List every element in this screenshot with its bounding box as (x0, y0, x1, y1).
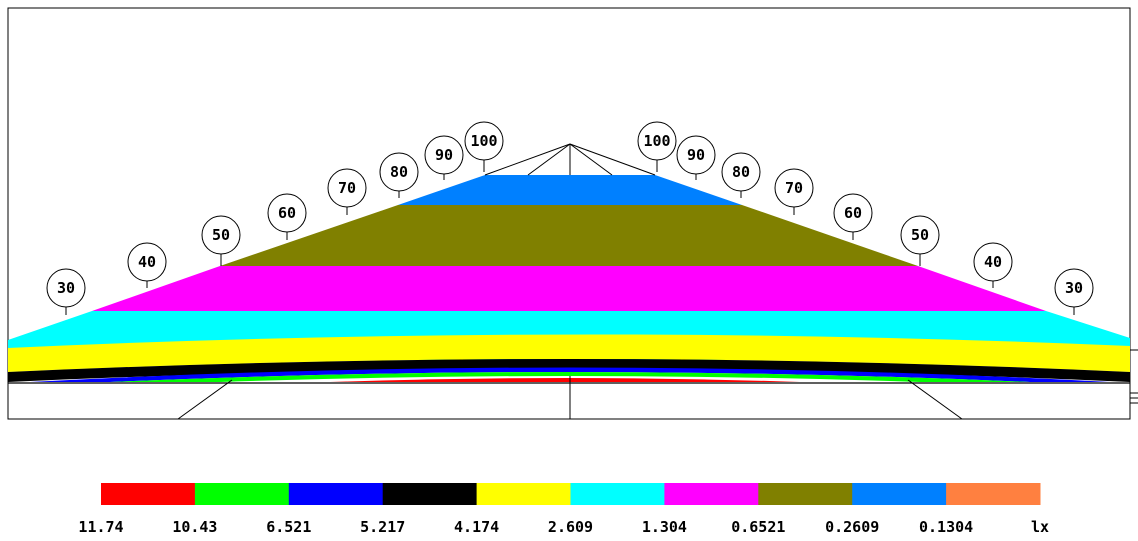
band-blue (30, 367, 1110, 382)
legend-value: 5.217 (360, 518, 405, 536)
position-label-left-7: 100 (464, 121, 504, 172)
band-green (110, 372, 1030, 382)
legend-swatch (570, 483, 665, 505)
position-label-right-6: 40 (973, 242, 1013, 288)
apex-structure (484, 143, 656, 176)
band-black (8, 359, 1130, 382)
position-label-text: 50 (911, 226, 929, 244)
legend-swatch (382, 483, 478, 505)
position-label-text: 30 (57, 279, 75, 297)
legend-value: 10.43 (172, 518, 217, 536)
position-label-left-3: 60 (267, 193, 307, 240)
legend-value: 0.2609 (825, 518, 879, 536)
band-olive (220, 205, 918, 266)
position-label-text: 90 (435, 146, 453, 164)
position-label-left-5: 80 (379, 152, 419, 198)
legend-value: 0.6521 (731, 518, 785, 536)
position-label-text: 40 (984, 253, 1002, 271)
position-label-text: 60 (844, 204, 862, 222)
band-lightblue (398, 175, 742, 205)
support-structure (177, 376, 963, 420)
position-label-left-1: 40 (127, 242, 167, 288)
legend-swatch (101, 483, 196, 505)
position-label-text: 30 (1065, 279, 1083, 297)
position-label-text: 90 (687, 146, 705, 164)
legend-unit: lx (1031, 518, 1049, 536)
legend-value: 4.174 (454, 518, 499, 536)
right-ticks (1130, 349, 1138, 404)
legend-value: 1.304 (642, 518, 687, 536)
position-label-left-0: 30 (46, 268, 86, 315)
position-label-text: 60 (278, 204, 296, 222)
legend-value: 0.1304 (919, 518, 973, 536)
position-label-text: 80 (390, 163, 408, 181)
position-label-right-4: 60 (833, 193, 873, 240)
position-label-text: 40 (138, 253, 156, 271)
band-yellow (8, 334, 1130, 372)
legend-swatch (852, 483, 947, 505)
position-label-right-0: 100 (637, 121, 677, 172)
diagram-frame (7, 7, 1131, 420)
position-labels-left: 30 40 50 60 70 80 90 100 (46, 121, 504, 315)
legend-swatch (664, 483, 759, 505)
position-label-text: 100 (643, 132, 670, 150)
position-label-left-6: 90 (424, 135, 464, 180)
position-label-text: 70 (785, 179, 803, 197)
color-legend: 11.74 10.43 6.521 5.217 4.174 2.609 1.304 0.652… (78, 483, 1049, 536)
legend-swatch (288, 483, 384, 505)
legend-swatch (476, 483, 571, 505)
position-label-text: 80 (732, 163, 750, 181)
position-label-text: 70 (338, 179, 356, 197)
band-red (330, 378, 800, 382)
position-label-left-4: 70 (327, 168, 367, 215)
legend-value: 2.609 (548, 518, 593, 536)
legend-value: 6.521 (266, 518, 311, 536)
position-label-text: 100 (470, 132, 497, 150)
position-label-right-1: 90 (676, 135, 716, 180)
position-label-right-5: 50 (900, 215, 940, 266)
position-label-left-2: 50 (201, 215, 241, 266)
legend-value: 11.74 (78, 518, 123, 536)
legend-swatch (194, 483, 290, 505)
position-label-right-7: 30 (1054, 268, 1094, 315)
illuminance-bands (8, 175, 1130, 382)
legend-swatch (946, 483, 1041, 505)
position-label-right-3: 70 (774, 168, 814, 215)
band-magenta (92, 266, 1046, 311)
position-label-right-2: 80 (721, 152, 761, 198)
position-labels-right: 100 90 80 70 60 50 40 30 (637, 121, 1094, 315)
position-label-text: 50 (212, 226, 230, 244)
legend-swatch (758, 483, 853, 505)
